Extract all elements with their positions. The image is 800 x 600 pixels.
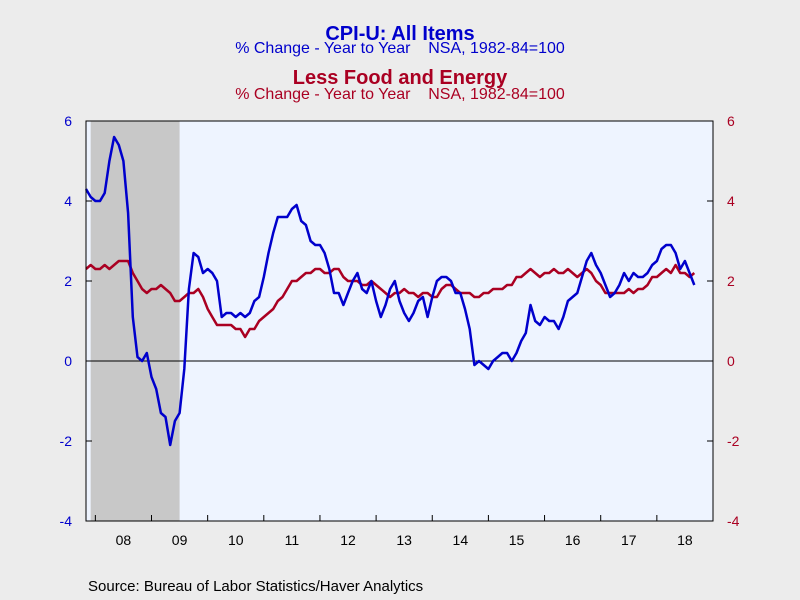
- y-tick-label-left: 4: [64, 193, 72, 209]
- y-tick-label-left: 2: [64, 273, 72, 289]
- y-tick-label-left: 6: [64, 113, 72, 129]
- chart-title-2: Less Food and Energy: [292, 67, 508, 89]
- x-tick-label: 16: [565, 532, 581, 548]
- y-tick-label-left: -2: [60, 433, 73, 449]
- chart-subtitle-1: % Change - Year to Year NSA, 1982-84=100: [235, 40, 565, 57]
- x-tick-label: 14: [453, 532, 469, 548]
- chart-title-1: CPI-U: All Items: [325, 23, 475, 45]
- x-tick-label: 15: [509, 532, 525, 548]
- x-tick-label: 13: [396, 532, 412, 548]
- x-tick-label: 08: [116, 532, 132, 548]
- y-tick-label-right: 2: [727, 273, 735, 289]
- plot-frame: [85, 120, 714, 522]
- x-tick-label: 10: [228, 532, 244, 548]
- x-tick-label: 17: [621, 532, 637, 548]
- plot-area: [86, 121, 713, 521]
- chart-subtitle-2: % Change - Year to Year NSA, 1982-84=100: [235, 86, 565, 103]
- source-note: Source: Bureau of Labor Statistics/Haver…: [88, 578, 424, 595]
- recession-shade: [90, 121, 180, 521]
- x-tick-label: 11: [285, 532, 300, 548]
- y-tick-label-right: 6: [727, 113, 735, 129]
- y-tick-label-left: -4: [60, 513, 73, 529]
- y-tick-label-right: -2: [727, 433, 740, 449]
- x-tick-label: 09: [172, 532, 188, 548]
- series-line-cpi-all-items: [84, 135, 696, 447]
- x-tick-label: 12: [340, 532, 356, 548]
- y-tick-label-right: -4: [727, 513, 740, 529]
- y-tick-label-right: 4: [727, 193, 735, 209]
- x-tick-label: 18: [677, 532, 693, 548]
- y-tick-label-left: 0: [64, 353, 72, 369]
- y-tick-label-right: 0: [727, 353, 735, 369]
